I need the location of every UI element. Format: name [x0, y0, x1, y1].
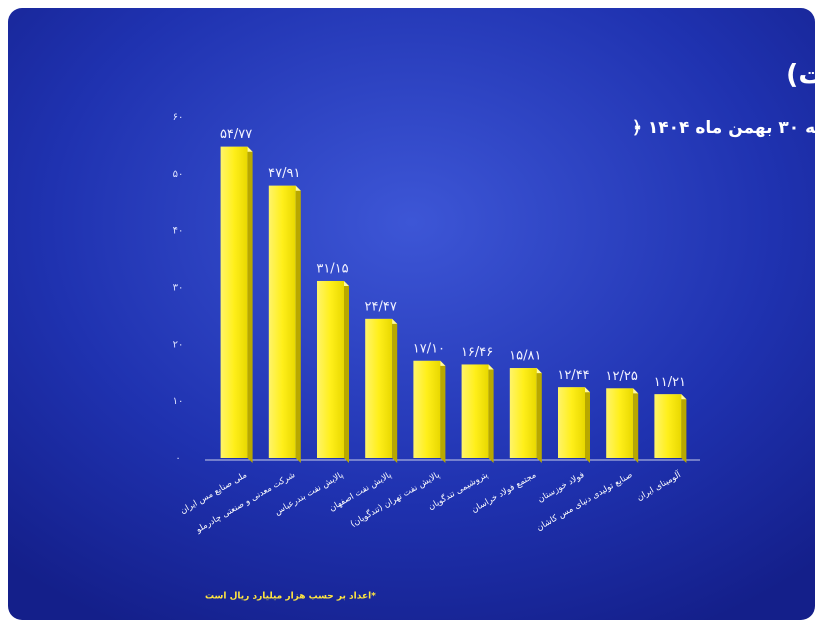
y-tick-label: ۵۰ — [173, 169, 184, 180]
bar-side — [536, 368, 542, 463]
value-label: ۱۵/۸۱ — [509, 349, 541, 364]
bar-side — [585, 387, 590, 463]
value-label: ۱۷/۱۰ — [413, 341, 445, 356]
value-label: ۴۷/۹۱ — [268, 166, 300, 181]
bar — [654, 394, 682, 458]
bar — [461, 364, 489, 458]
y-tick-label: ۳۰ — [173, 283, 184, 294]
y-tick-label: ۲۰ — [173, 339, 184, 350]
bar-side — [681, 394, 687, 463]
y-tick-label: ۶۰ — [173, 112, 184, 123]
bar-side — [633, 388, 639, 463]
background — [8, 8, 815, 620]
bar-side — [392, 318, 398, 463]
bar — [606, 388, 634, 458]
value-label: ۳۱/۱۵ — [316, 261, 348, 276]
value-label: ۱۲/۴۴ — [557, 368, 589, 383]
value-label: ۱۱/۲۱ — [654, 375, 686, 390]
bar — [558, 387, 585, 458]
bar-side — [295, 185, 301, 464]
bar — [317, 280, 344, 458]
bar — [413, 360, 441, 458]
value-label: ۱۲/۲۵ — [606, 369, 638, 384]
bar — [365, 318, 393, 458]
value-label: ۵۴/۷۷ — [220, 127, 252, 142]
bar — [268, 185, 296, 459]
y-tick-label: ۴۰ — [173, 226, 184, 237]
bar — [509, 368, 537, 458]
bar-side — [344, 280, 349, 463]
bar-side — [440, 360, 446, 463]
bar-side — [488, 364, 494, 463]
value-label: ۱۶/۴۶ — [461, 345, 493, 360]
y-tick-label: ۱۰ — [173, 396, 184, 407]
chart-subtitle: ﴾ هفته منتهی به ۳۰ بهمن ماه ۱۴۰۴ ﴿ — [632, 118, 823, 138]
bar — [220, 146, 248, 459]
footnote: *اعداد بر حسب هزار میلیارد ریال است — [205, 592, 376, 602]
chart-title: برترین های هفته در بورس کالا (براساس ارز… — [786, 60, 823, 91]
bar-side — [247, 146, 253, 464]
y-tick-label: ۰ — [175, 453, 180, 464]
value-label: ۲۴/۴۷ — [365, 299, 397, 314]
